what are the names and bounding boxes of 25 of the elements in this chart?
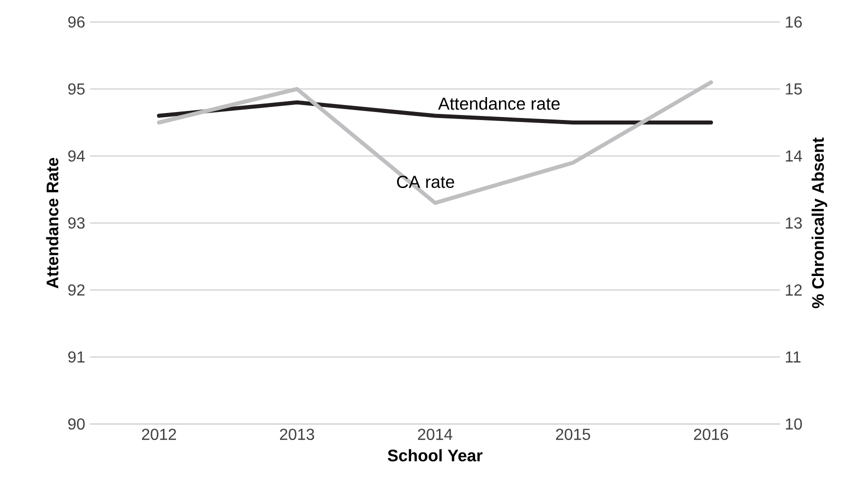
y-tick-label: 94 [68,150,85,162]
series-label: CA rate [397,176,454,188]
y2-tick-label: 10 [786,418,802,430]
x-tick-label: 2013 [280,428,314,440]
y-tick-label: 90 [68,418,85,430]
y2-tick-label: 15 [786,83,802,95]
y-tick-label: 96 [68,16,85,28]
y-tick-label: 95 [68,83,85,95]
y2-tick-label: 11 [786,351,801,362]
y2-tick-label: 14 [786,150,802,162]
y2-tick-label: 12 [786,284,802,296]
x-tick-label: 2012 [142,428,176,440]
y-axis-title: Attendance Rate [46,158,58,288]
y-tick-label: 91 [68,351,85,363]
x-tick-label: 2014 [418,428,452,440]
y-tick-label: 92 [68,284,84,296]
x-axis-title: School Year [388,449,482,462]
y2-tick-label: 13 [786,217,802,229]
series-label: Attendance rate [438,97,560,110]
y2-axis-title: % Chronically Absent [812,138,828,308]
y2-tick-label: 16 [786,16,802,28]
x-tick-label: 2016 [694,428,728,440]
line-series [157,80,713,205]
x-tick-label: 2015 [556,428,590,440]
y-tick-label: 93 [68,217,85,229]
